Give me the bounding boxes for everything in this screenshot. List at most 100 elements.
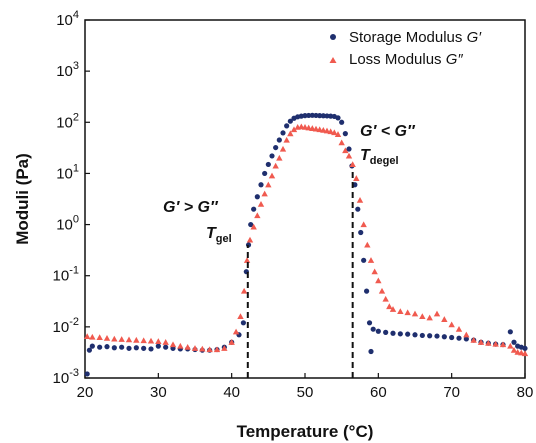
data-point-loss: [243, 257, 251, 263]
data-point-storage: [155, 343, 161, 349]
legend-label-storage: Storage Modulus G′: [349, 29, 482, 46]
data-point-loss: [221, 345, 228, 351]
data-point-storage: [84, 371, 90, 377]
data-point-loss: [411, 310, 419, 317]
data-point-loss: [367, 257, 375, 263]
y-axis-ticks: 10-3 10-2 10-1 100 101 102 103 104: [53, 9, 90, 387]
data-point-storage: [456, 335, 462, 341]
data-point-loss: [404, 309, 411, 316]
data-point-loss: [169, 341, 177, 348]
data-point-storage: [148, 346, 154, 352]
data-point-loss: [290, 126, 298, 133]
annotation-degel-temp: Tdegel: [360, 147, 399, 167]
data-point-loss: [499, 341, 507, 348]
data-point-loss: [240, 287, 248, 294]
data-point-loss: [147, 337, 155, 344]
data-point-storage: [427, 333, 433, 339]
x-tick-label: 50: [297, 384, 314, 401]
data-point-storage: [342, 131, 348, 137]
data-point-loss: [184, 344, 191, 350]
data-point-storage: [309, 112, 315, 118]
data-point-loss: [514, 348, 521, 355]
data-point-loss: [448, 321, 455, 328]
data-point-loss: [507, 342, 514, 349]
data-point-storage: [104, 344, 110, 350]
data-point-storage: [273, 144, 279, 151]
y-tick-label: 10-2: [53, 316, 79, 336]
data-point-loss: [327, 128, 334, 135]
series-loss-modulus: [84, 123, 529, 357]
data-point-storage: [419, 332, 425, 339]
data-point-loss: [276, 154, 283, 161]
data-point-storage: [287, 118, 293, 124]
data-point-loss: [470, 336, 477, 343]
data-point-storage: [441, 334, 447, 340]
data-point-loss: [254, 212, 261, 219]
data-point-loss: [213, 346, 221, 353]
data-point-loss: [228, 339, 235, 345]
x-tick-label: 70: [443, 384, 460, 401]
data-point-storage: [507, 329, 513, 335]
data-point-storage: [126, 345, 132, 351]
data-point-storage: [284, 123, 290, 129]
x-tick-label: 30: [150, 384, 167, 401]
data-point-loss: [397, 308, 404, 315]
data-point-loss: [426, 314, 433, 321]
data-point-loss: [279, 145, 287, 152]
data-point-storage: [141, 345, 147, 351]
data-point-loss: [375, 277, 382, 284]
data-point-storage: [306, 112, 312, 119]
data-point-storage: [355, 206, 361, 212]
plot-frame: [84, 19, 526, 379]
data-point-loss: [283, 136, 290, 143]
data-point-loss: [111, 335, 118, 342]
data-point-loss: [84, 333, 91, 339]
annotation-degel: G′ < G″ Tdegel: [360, 123, 416, 167]
data-point-loss: [389, 306, 397, 312]
data-point-storage: [339, 119, 345, 125]
data-point-loss: [342, 147, 349, 154]
data-point-loss: [345, 152, 353, 159]
data-point-storage: [251, 206, 257, 212]
data-point-loss: [433, 310, 441, 317]
data-point-storage: [522, 345, 528, 351]
x-axis-ticks: 20 30 40 50 60 70 80: [77, 373, 534, 401]
data-point-storage: [280, 130, 286, 136]
annotation-gel-temp: Tgel: [206, 225, 232, 245]
data-point-loss: [334, 131, 342, 137]
data-point-storage: [302, 113, 308, 119]
x-tick-label: 80: [517, 384, 534, 401]
data-point-loss: [356, 196, 364, 203]
data-point-loss: [382, 295, 389, 302]
y-tick-label: 103: [56, 60, 79, 80]
data-point-storage: [397, 331, 403, 337]
data-point-storage: [390, 330, 396, 336]
data-point-storage: [133, 345, 139, 351]
data-point-storage: [258, 182, 264, 188]
data-point-loss: [510, 346, 518, 353]
data-point-storage: [346, 146, 352, 152]
data-point-storage: [375, 328, 381, 334]
legend-marker-storage: [330, 34, 336, 40]
data-point-storage: [86, 347, 92, 353]
data-point-storage: [317, 113, 323, 119]
data-point-loss: [103, 335, 111, 341]
data-point-storage: [370, 326, 376, 332]
data-point-loss: [232, 328, 240, 335]
data-point-loss: [316, 126, 323, 133]
data-point-loss: [312, 125, 320, 132]
data-point-loss: [246, 236, 254, 243]
data-point-loss: [191, 345, 199, 351]
data-point-loss: [125, 336, 133, 343]
data-point-storage: [254, 194, 260, 200]
data-point-storage: [366, 320, 373, 326]
data-point-loss: [272, 162, 279, 169]
data-point-loss: [386, 303, 393, 310]
data-point-storage: [449, 334, 455, 341]
data-point-storage: [269, 153, 275, 159]
data-point-loss: [118, 336, 125, 342]
x-tick-label: 60: [370, 384, 387, 401]
data-point-loss: [206, 346, 213, 353]
y-tick-label: 10-3: [53, 367, 79, 387]
data-point-loss: [463, 331, 470, 338]
